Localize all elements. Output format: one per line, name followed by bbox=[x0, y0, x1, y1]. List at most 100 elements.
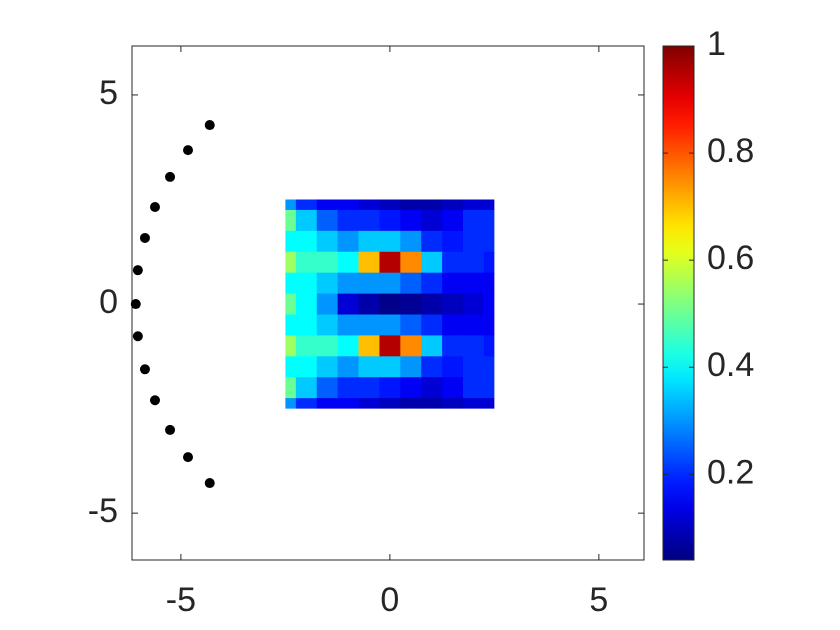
contour-cell bbox=[295, 356, 318, 378]
contour-cell bbox=[442, 209, 464, 232]
contour-cell bbox=[400, 293, 422, 316]
contour-cell bbox=[358, 377, 380, 399]
y-tick-label: 5 bbox=[99, 74, 118, 112]
contour-field bbox=[285, 199, 495, 409]
contour-cell bbox=[295, 199, 318, 211]
contour-cell bbox=[463, 251, 485, 274]
scatter-point bbox=[204, 478, 215, 489]
contour-cell bbox=[316, 199, 339, 211]
contour-cell bbox=[400, 199, 422, 211]
contour-cell bbox=[316, 335, 339, 357]
contour-cell bbox=[379, 356, 401, 378]
contour-cell bbox=[379, 209, 401, 232]
contour-cell bbox=[442, 398, 464, 409]
contour-cell bbox=[358, 272, 380, 295]
contour-cell bbox=[295, 377, 318, 399]
x-tick-label: 5 bbox=[589, 581, 608, 619]
scatter-point bbox=[130, 299, 141, 310]
contour-cell bbox=[295, 398, 318, 409]
contour-cell bbox=[358, 314, 380, 336]
contour-cell bbox=[400, 335, 422, 357]
contour-cell bbox=[483, 230, 495, 253]
contour-cell bbox=[358, 356, 380, 378]
contour-cell bbox=[421, 199, 443, 211]
contour-cell bbox=[358, 199, 380, 211]
contour-cell bbox=[421, 314, 443, 336]
contour-cell bbox=[421, 272, 443, 295]
contour-cell bbox=[316, 293, 339, 316]
contour-cell bbox=[285, 293, 297, 316]
contour-cell bbox=[442, 335, 464, 357]
contour-cell bbox=[442, 293, 464, 316]
contour-cell bbox=[379, 272, 401, 295]
contour-cell bbox=[285, 398, 297, 409]
contour-cell bbox=[483, 356, 495, 378]
scatter-point bbox=[183, 452, 194, 463]
scatter-point bbox=[139, 364, 150, 375]
contour-cell bbox=[295, 230, 318, 253]
contour-cell bbox=[421, 377, 443, 399]
colorbar-tick-label: 0.2 bbox=[707, 453, 754, 491]
contour-cell bbox=[442, 251, 464, 274]
scatter-point bbox=[132, 331, 143, 342]
contour-cell bbox=[316, 209, 339, 232]
contour-cell bbox=[285, 251, 297, 274]
scatter-point bbox=[165, 171, 176, 182]
contour-cell bbox=[337, 293, 360, 316]
contour-cell bbox=[463, 272, 485, 295]
contour-cell bbox=[379, 230, 401, 253]
contour-cell bbox=[463, 314, 485, 336]
contour-cell bbox=[421, 209, 443, 232]
colorbar-tick-label: 1 bbox=[707, 25, 726, 63]
contour-cell bbox=[463, 356, 485, 378]
contour-cell bbox=[295, 209, 318, 232]
contour-cell bbox=[295, 272, 318, 295]
contour-cell bbox=[442, 230, 464, 253]
contour-cell bbox=[295, 314, 318, 336]
colorbar bbox=[662, 45, 695, 561]
contour-cell bbox=[463, 335, 485, 357]
y-tick-label: -5 bbox=[88, 492, 118, 530]
contour-cell bbox=[483, 251, 495, 274]
contour-cell bbox=[285, 377, 297, 399]
contour-cell bbox=[316, 272, 339, 295]
contour-cell bbox=[483, 293, 495, 316]
scatter-point bbox=[132, 265, 143, 276]
contour-cell bbox=[358, 209, 380, 232]
contour-cell bbox=[400, 314, 422, 336]
contour-cell bbox=[483, 377, 495, 399]
contour-cell bbox=[316, 377, 339, 399]
contour-cell bbox=[442, 272, 464, 295]
contour-cell bbox=[400, 377, 422, 399]
contour-cell bbox=[316, 398, 339, 409]
contour-cell bbox=[316, 230, 339, 253]
contour-cell bbox=[358, 251, 380, 274]
contour-cell bbox=[421, 251, 443, 274]
contour-cell bbox=[316, 314, 339, 336]
contour-cell bbox=[285, 356, 297, 378]
contour-cell bbox=[463, 209, 485, 232]
contour-cell bbox=[295, 335, 318, 357]
contour-cell bbox=[463, 230, 485, 253]
contour-cell bbox=[337, 199, 360, 211]
contour-cell bbox=[442, 377, 464, 399]
contour-cell bbox=[483, 335, 495, 357]
contour-cell bbox=[358, 335, 380, 357]
contour-cell bbox=[379, 293, 401, 316]
contour-cell bbox=[463, 293, 485, 316]
colorbar-tick-label: 0.6 bbox=[707, 239, 754, 277]
contour-cell bbox=[483, 209, 495, 232]
contour-cell bbox=[421, 356, 443, 378]
contour-cell bbox=[379, 377, 401, 399]
contour-cell bbox=[285, 314, 297, 336]
contour-cell bbox=[483, 272, 495, 295]
x-tick-label: -5 bbox=[166, 581, 196, 619]
y-tick-label: 0 bbox=[99, 283, 118, 321]
contour-cell bbox=[400, 356, 422, 378]
contour-cell bbox=[358, 293, 380, 316]
contour-cell bbox=[285, 230, 297, 253]
contour-cell bbox=[483, 398, 495, 409]
contour-cell bbox=[337, 356, 360, 378]
contour-cell bbox=[337, 251, 360, 274]
scatter-point bbox=[139, 232, 150, 243]
